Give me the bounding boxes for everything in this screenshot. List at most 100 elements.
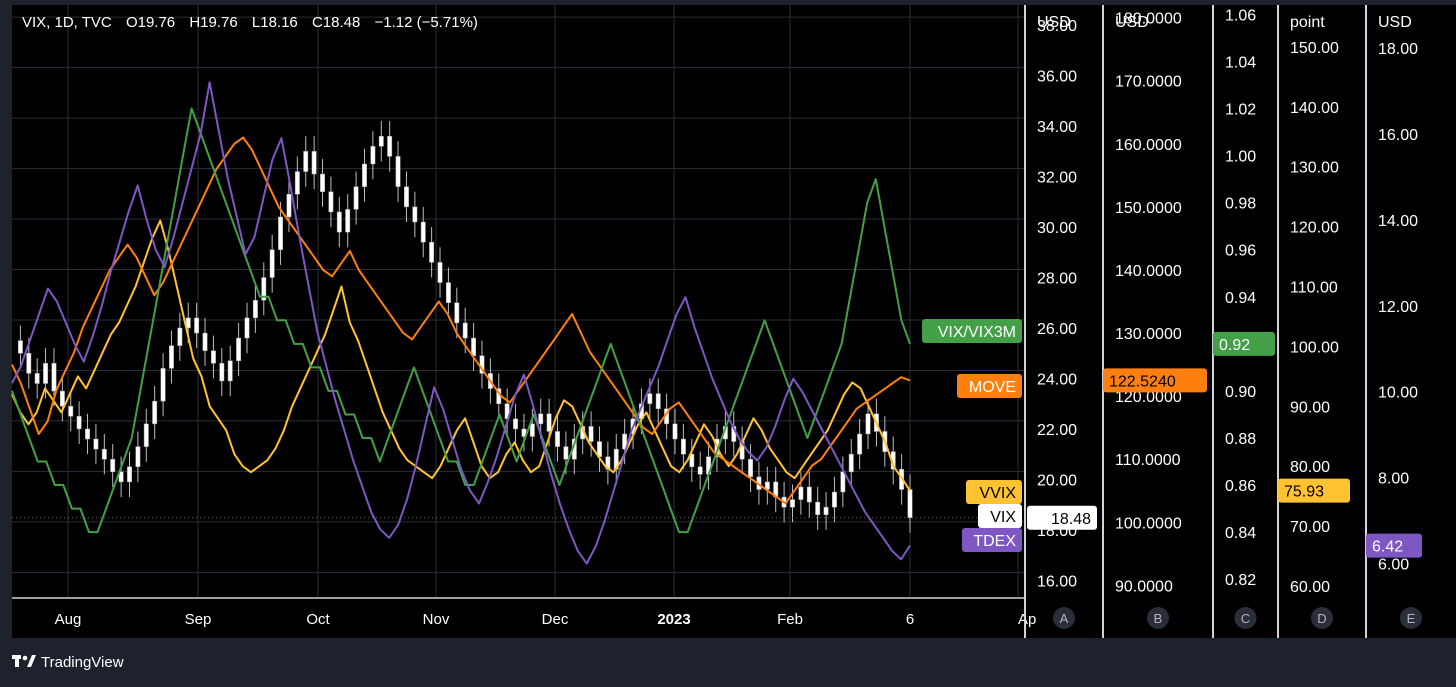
axis-a-tick: 38.00 xyxy=(1037,18,1077,35)
candle-body xyxy=(294,171,300,195)
candle-body xyxy=(546,413,552,432)
candle-body xyxy=(236,337,242,362)
axis-c-badge-letter: C xyxy=(1241,611,1250,626)
axis-e-badge-letter: E xyxy=(1407,611,1416,626)
candle-body xyxy=(143,423,149,447)
candle-body xyxy=(538,413,544,425)
axis-c-tick: 0.96 xyxy=(1225,243,1256,260)
candle-body xyxy=(529,423,535,437)
axis-a-tick: 34.00 xyxy=(1037,119,1077,136)
candle-body xyxy=(152,400,158,425)
axis-a-tick: 22.00 xyxy=(1037,422,1077,439)
candle-body xyxy=(278,216,284,251)
candle-body xyxy=(387,135,393,157)
candle-body xyxy=(798,486,804,500)
axis-c-tick: 0.86 xyxy=(1225,478,1256,495)
tdex-last-value-tag-bg xyxy=(1366,533,1422,558)
candle-body xyxy=(815,501,821,515)
series-name-move-tag-bg xyxy=(957,374,1022,398)
candle-body xyxy=(76,416,82,430)
tradingview-brand[interactable]: TradingView xyxy=(12,654,124,671)
candle-body xyxy=(403,186,409,208)
candle-body xyxy=(328,191,334,213)
axis-d-tick: 140.00 xyxy=(1290,100,1339,117)
axis-d-tick: 70.00 xyxy=(1290,519,1330,536)
x-tick-label: Aug xyxy=(55,611,82,628)
axis-e-unit: USD xyxy=(1378,14,1412,31)
axis-c-tick: 1.06 xyxy=(1225,7,1256,24)
candle-body xyxy=(17,340,23,354)
candle-body xyxy=(336,211,342,233)
series-vix-vix3m-line xyxy=(11,107,911,534)
x-tick-label: Dec xyxy=(542,611,569,628)
candle-body xyxy=(85,428,90,440)
axis-d-tick: 130.00 xyxy=(1290,160,1339,177)
series-layer xyxy=(11,81,1025,565)
candle-body xyxy=(353,186,359,210)
axis-e-tick: 18.00 xyxy=(1378,41,1418,58)
candle-body xyxy=(378,135,384,147)
candle-body xyxy=(462,322,468,339)
axis-d-unit: point xyxy=(1290,14,1325,31)
axis-c-tick: 0.90 xyxy=(1225,384,1256,401)
candle-body xyxy=(748,458,753,478)
series-name-tdex-tag-bg xyxy=(962,528,1022,552)
candle-body xyxy=(169,345,174,369)
candle-body xyxy=(555,431,560,447)
candle-body xyxy=(261,277,267,301)
series-name-vix-vix3m-tag-text: VIX/VIX3M xyxy=(938,324,1016,341)
candle-body xyxy=(202,332,208,351)
candle-body xyxy=(655,393,661,409)
candle-body xyxy=(362,163,367,187)
axis-a-tick: 24.00 xyxy=(1037,371,1077,388)
series-name-tdex-tag-text: TDEX xyxy=(973,533,1016,550)
axis-e-tick: 12.00 xyxy=(1378,299,1418,316)
labels-layer: VIX/VIX3M MOVE VVIX VIX TDEX 18.48 122.5240 0.9… xyxy=(922,319,1422,558)
axis-a-tick: 26.00 xyxy=(1037,321,1077,338)
axis-e-tick: 8.00 xyxy=(1378,471,1409,488)
axis-a-unit: USD xyxy=(1037,14,1071,31)
candle-body xyxy=(907,489,913,519)
candle-body xyxy=(320,173,325,192)
candle-body xyxy=(513,418,519,430)
candle-body xyxy=(177,327,183,346)
candle-body xyxy=(832,491,837,508)
candle-body xyxy=(840,471,846,493)
axis-c-tick: 1.02 xyxy=(1225,102,1256,119)
axis-b-tick: 120.0000 xyxy=(1115,389,1182,406)
axis-b-tick: 110.0000 xyxy=(1115,452,1181,469)
candle-body xyxy=(303,151,309,172)
axis-e-tick: 16.00 xyxy=(1378,127,1418,144)
candle-body xyxy=(689,453,695,468)
axis-b-tick: 170.0000 xyxy=(1115,74,1182,91)
candle-body xyxy=(412,206,418,223)
axis-b-badge xyxy=(1147,607,1169,629)
axis-b-tick: 140.0000 xyxy=(1115,263,1182,280)
move-last-value-tag-text: 122.5240 xyxy=(1109,373,1176,390)
series-name-vix-tag-bg xyxy=(978,504,1022,528)
axis-a-badge xyxy=(1053,607,1075,629)
axis-b-tick: 160.0000 xyxy=(1115,137,1182,154)
candle-body xyxy=(127,466,132,483)
candle-body xyxy=(286,194,292,218)
move-last-value-tag-bg xyxy=(1103,368,1207,393)
candle-body xyxy=(269,249,275,278)
candle-body xyxy=(647,393,653,404)
series-name-vix-vix3m-tag-bg xyxy=(922,319,1022,343)
candle-body xyxy=(118,471,124,483)
axis-c-tick: 0.98 xyxy=(1225,196,1256,213)
x-tick-label: Feb xyxy=(777,611,803,628)
series-name-move-tag-text: MOVE xyxy=(969,379,1016,396)
candle-body xyxy=(445,282,451,304)
axis-d-tick: 80.00 xyxy=(1290,459,1330,476)
axis-b-tick: 150.0000 xyxy=(1115,200,1182,217)
vvix-last-value-tag-text: 75.93 xyxy=(1284,484,1324,501)
axis-b-badge-letter: B xyxy=(1154,611,1163,626)
axis-c-tick: 1.00 xyxy=(1225,149,1256,166)
series-name-vix-tag-text: VIX xyxy=(990,509,1016,526)
axis-c-tick: 0.88 xyxy=(1225,431,1256,448)
axis-a-tick: 30.00 xyxy=(1037,220,1077,237)
candle-body xyxy=(194,317,200,334)
